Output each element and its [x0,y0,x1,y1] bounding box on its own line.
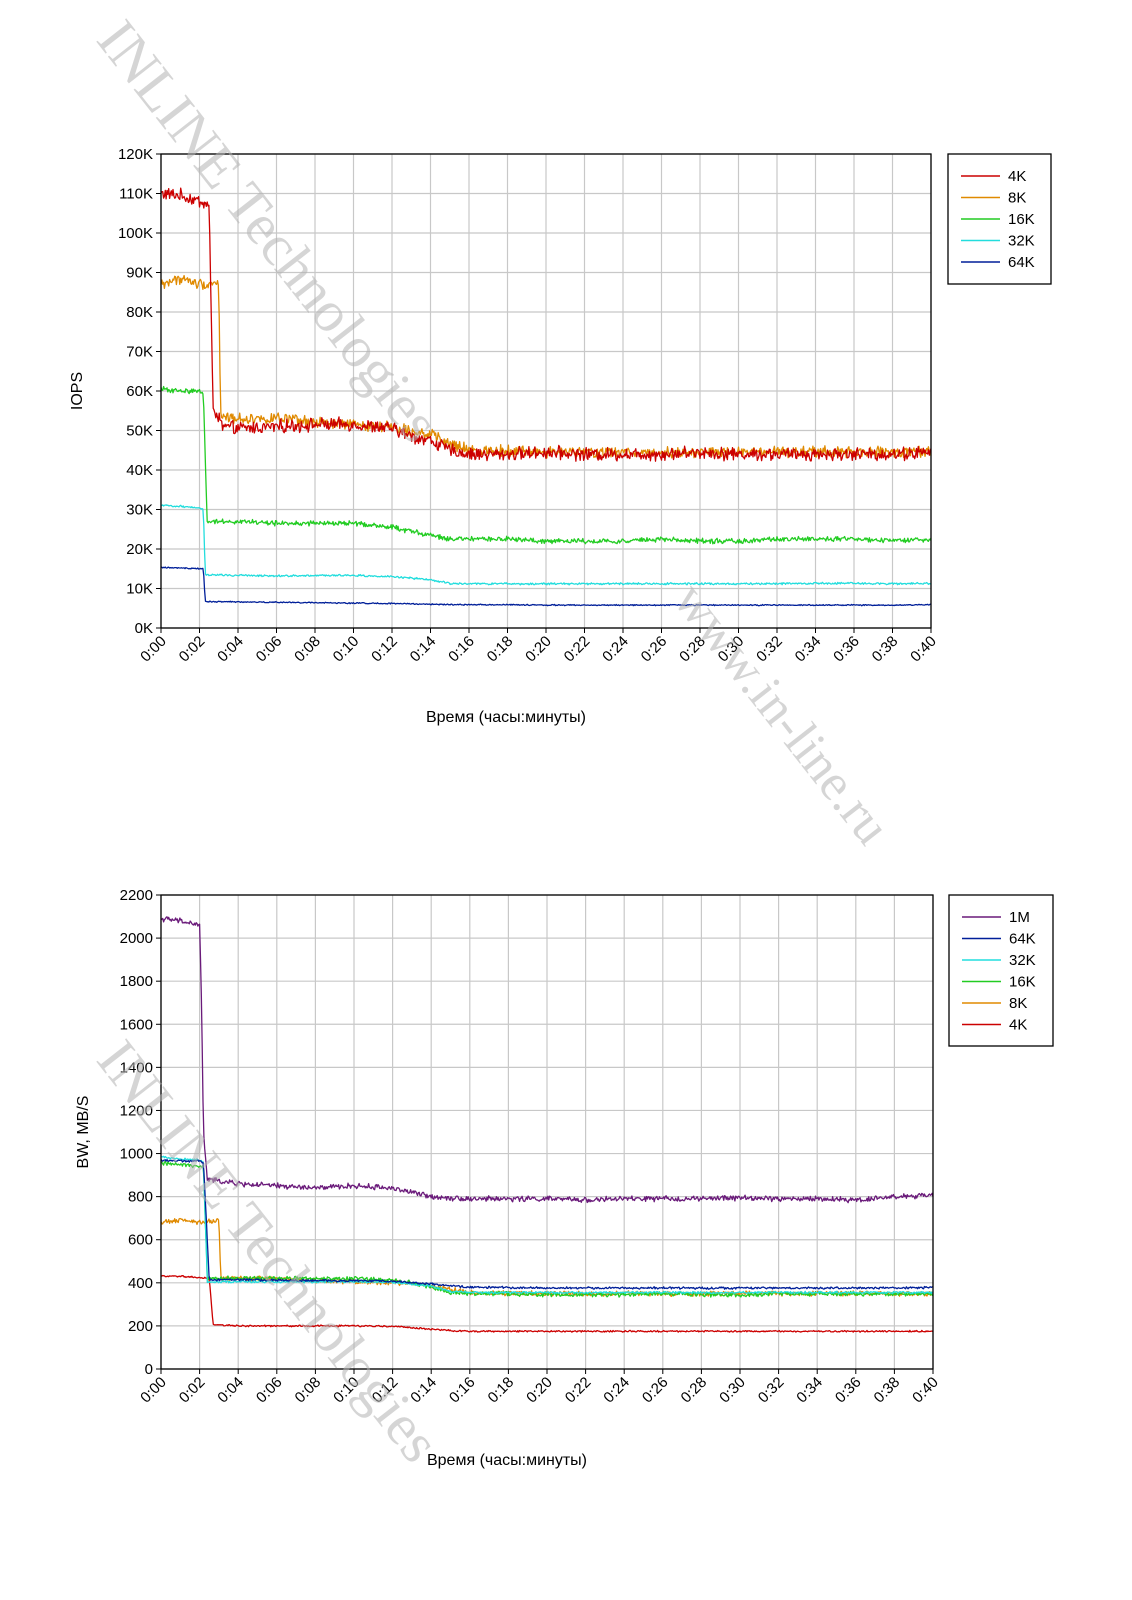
x-tick-label: 0:12 [368,633,401,666]
x-tick-label: 0:34 [793,1374,826,1407]
x-tick-label: 0:00 [137,633,170,666]
series-line-64k [160,566,932,607]
y-tick-label: 0 [145,1361,153,1378]
y-tick-label: 70K [126,344,153,361]
y-tick-label: 1600 [120,1016,153,1033]
legend-label: 16K [1009,974,1036,991]
iops-chart: 0K 10K 20K 30K 40K 50K 60K 70K 80K 90K 100K 110K 120… [69,146,1052,726]
x-tick-label: 0:36 [832,1374,865,1407]
y-tick-label: 800 [128,1189,153,1206]
x-axis-title: Время (часы:минуты) [427,1452,587,1469]
legend-label: 32K [1009,952,1036,969]
y-tick-label: 0K [135,620,153,637]
y-tick-label: 1800 [120,973,153,990]
y-tick-label: 600 [128,1232,153,1249]
legend-label: 8K [1009,995,1027,1012]
x-tick-label: 0:10 [330,633,363,666]
y-axis-title: BW, MB/S [75,1096,92,1169]
legend-label: 8K [1008,190,1026,207]
y-tick-label: 100K [118,225,153,242]
series-line-4k [160,1274,934,1333]
y-tick-label: 10K [126,581,153,598]
x-tick-label: 0:38 [871,1374,904,1407]
x-tick-label: 0:08 [292,1374,325,1407]
x-tick-label: 0:16 [446,1374,479,1407]
x-tick-label: 0:00 [137,1374,170,1407]
legend-label: 64K [1008,254,1035,271]
x-tick-label: 0:40 [907,633,940,666]
legend-box [948,894,1054,1047]
y-tick-label: 2200 [120,887,153,904]
y-tick-label: 20K [126,541,153,558]
x-tick-label: 0:24 [600,1374,633,1407]
x-tick-label: 0:28 [678,1374,711,1407]
series-lines [160,916,934,1333]
x-tick-label: 0:18 [485,1374,518,1407]
y-axis: 0K 10K 20K 30K 40K 50K 60K 70K 80K 90K 100K 110K 120… [118,146,161,637]
legend-label: 4K [1009,1017,1027,1034]
x-tick-label: 0:02 [176,1374,209,1407]
x-tick-label: 0:06 [253,633,286,666]
series-lines [160,187,932,607]
legend-label: 4K [1008,168,1026,185]
y-tick-label: 120K [118,146,153,163]
x-tick-label: 0:38 [869,633,902,666]
x-tick-label: 0:04 [214,1374,247,1407]
legend: 1M 64K 32K 16K 8K 4K [948,894,1054,1047]
y-tick-label: 90K [126,265,153,282]
x-tick-label: 0:06 [253,1374,286,1407]
y-tick-label: 60K [126,383,153,400]
x-tick-label: 0:26 [639,1374,672,1407]
x-tick-label: 0:14 [407,633,440,666]
y-tick-label: 400 [128,1275,153,1292]
y-tick-label: 1400 [120,1059,153,1076]
y-tick-label: 110K [119,186,153,203]
x-tick-label: 0:30 [716,1374,749,1407]
y-tick-label: 200 [128,1318,153,1335]
x-tick-label: 0:20 [523,1374,556,1407]
series-line-32k [160,504,932,586]
legend-label: 32K [1008,233,1035,250]
y-tick-label: 1200 [120,1102,153,1119]
x-tick-label: 0:36 [830,633,863,666]
x-tick-label: 0:26 [638,633,671,666]
x-axis: 0:00 0:02 0:04 0:06 0:08 0:10 0:12 0:14 0:16 0:18… [137,628,940,665]
legend-label: 64K [1009,931,1036,948]
x-tick-label: 0:34 [792,633,825,666]
x-tick-label: 0:32 [755,1374,788,1407]
x-tick-label: 0:04 [214,633,247,666]
series-line-1m [160,916,934,1204]
y-tick-label: 40K [126,462,153,479]
series-line-16k [160,385,932,545]
x-tick-label: 0:18 [484,633,517,666]
x-axis: 0:00 0:02 0:04 0:06 0:08 0:10 0:12 0:14 0:16 0:18… [137,1369,942,1406]
y-tick-label: 30K [126,502,153,519]
x-tick-label: 0:40 [909,1374,942,1407]
legend-label: 16K [1008,211,1035,228]
legend: 4K 8K 16K 32K 64K [947,153,1052,285]
x-tick-label: 0:16 [445,633,478,666]
legend-label: 1M [1009,909,1030,926]
y-axis-title: IOPS [69,372,86,410]
x-tick-label: 0:02 [176,633,209,666]
y-tick-label: 1000 [120,1146,153,1163]
y-tick-label: 50K [126,423,153,440]
x-tick-label: 0:08 [291,633,324,666]
y-tick-label: 80K [126,304,153,321]
series-line-64k [160,1158,934,1290]
series-line-4k [160,187,932,462]
x-tick-label: 0:20 [522,633,555,666]
y-tick-label: 2000 [120,930,153,947]
x-tick-label: 0:22 [562,1374,595,1407]
x-tick-label: 0:24 [599,633,632,666]
x-tick-label: 0:22 [561,633,594,666]
bandwidth-chart: 0 200 400 600 800 1000 1200 1400 1600 1800 2000 220… [75,887,1054,1469]
y-axis: 0 200 400 600 800 1000 1200 1400 1600 1800 2000 220… [120,887,161,1378]
x-axis-title: Время (часы:минуты) [426,709,586,726]
